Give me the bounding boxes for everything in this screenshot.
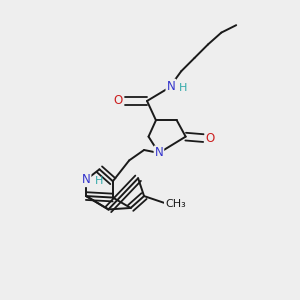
Text: CH₃: CH₃	[165, 199, 186, 209]
Text: N: N	[154, 146, 163, 160]
Text: O: O	[206, 132, 215, 145]
Text: O: O	[114, 94, 123, 107]
Text: N: N	[82, 173, 91, 186]
Text: H: H	[179, 83, 188, 93]
Text: H: H	[94, 176, 103, 186]
Text: N: N	[167, 80, 175, 93]
